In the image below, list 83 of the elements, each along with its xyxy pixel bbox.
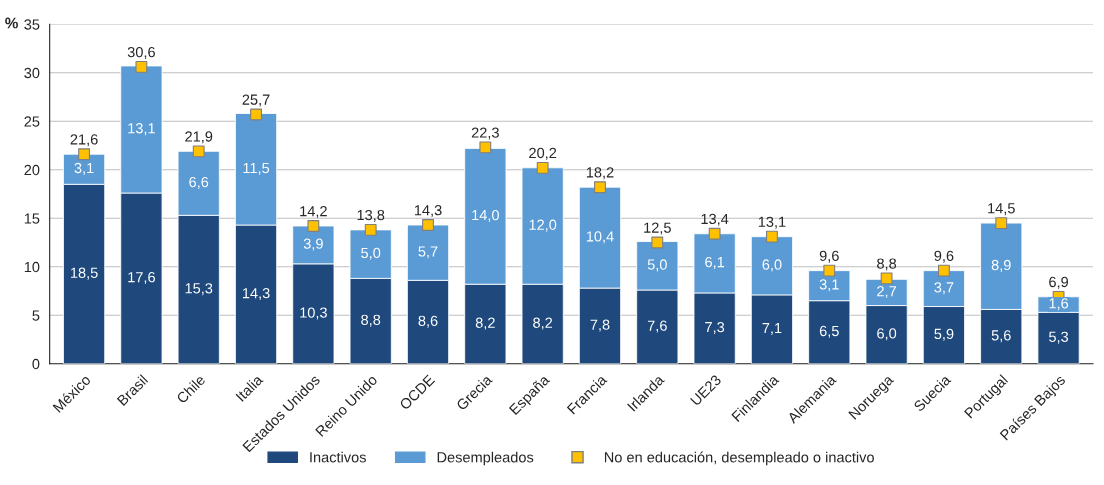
data-label: 13,8 (357, 209, 385, 222)
data-label: 10,4 (586, 231, 614, 244)
data-label: 8,6 (418, 315, 438, 328)
point (594, 181, 606, 194)
point (995, 217, 1008, 230)
data-label: 13,1 (128, 123, 155, 136)
y-tick-label: 20 (24, 164, 40, 176)
data-label: 8,8 (361, 314, 381, 327)
data-label: 25,7 (242, 94, 270, 107)
y-tick-label: 30 (24, 67, 40, 79)
data-label: 30,6 (127, 46, 155, 59)
point (479, 141, 492, 154)
data-label: 22,3 (471, 127, 499, 140)
data-label: 14,3 (414, 205, 442, 218)
data-label: 5,9 (934, 328, 954, 341)
data-label: 14,3 (242, 287, 270, 301)
data-label: 6,5 (819, 325, 839, 338)
data-label: 12,5 (644, 222, 671, 235)
data-label: 21,6 (70, 134, 98, 147)
data-label: 6,1 (705, 256, 725, 269)
data-label: 3,7 (934, 282, 954, 295)
y-tick-label: 5 (32, 310, 40, 321)
point (364, 223, 377, 236)
data-label: 18,5 (71, 267, 98, 280)
data-label: 12,0 (529, 219, 557, 232)
point (766, 230, 778, 243)
y-axis-title: % (5, 17, 18, 29)
data-label: 8,8 (877, 258, 897, 271)
data-label: 14,0 (472, 209, 499, 222)
data-label: 1,6 (1049, 298, 1069, 311)
data-label: 7,6 (647, 320, 667, 333)
data-label: 6,0 (877, 328, 897, 341)
point (422, 219, 434, 231)
point (192, 145, 205, 158)
point (78, 148, 91, 161)
data-label: 6,0 (762, 259, 782, 272)
data-label: 9,6 (819, 250, 839, 263)
data-label: 11,5 (243, 163, 270, 175)
data-label: 7,1 (762, 323, 782, 335)
point (536, 161, 549, 174)
data-label: 21,9 (185, 131, 213, 144)
point (708, 227, 721, 240)
data-label: 3,1 (819, 279, 839, 292)
data-label: 5,7 (418, 246, 438, 259)
data-label: 2,7 (877, 286, 896, 299)
data-label: 17,6 (128, 271, 155, 285)
y-tick-label: 25 (24, 116, 40, 127)
data-label: 5,0 (361, 247, 381, 260)
y-tick-label: 15 (24, 213, 40, 224)
point (307, 220, 320, 232)
data-label: 5,6 (991, 330, 1011, 343)
data-label: 5,0 (647, 259, 667, 272)
data-label: 5,3 (1049, 331, 1069, 344)
legend-label: Inactivos (310, 451, 366, 463)
data-label: 7,3 (705, 321, 725, 334)
point (651, 236, 664, 249)
data-label: 14,2 (300, 206, 327, 219)
data-label: 13,4 (701, 213, 729, 226)
point (135, 60, 148, 73)
point (937, 264, 950, 277)
data-label: 3,9 (303, 238, 323, 251)
point (250, 108, 262, 121)
legend-label: Desempleados (437, 451, 534, 466)
point (880, 272, 893, 285)
data-label: 20,2 (529, 147, 557, 160)
point (823, 264, 836, 277)
data-label: 10,3 (300, 307, 327, 320)
data-label: 18,2 (586, 167, 614, 180)
data-label: 8,2 (533, 317, 553, 330)
data-label: 3,1 (74, 162, 94, 175)
data-label: 6,6 (189, 176, 209, 189)
data-label: 8,9 (991, 259, 1011, 272)
y-tick-label: 35 (24, 19, 40, 30)
data-label: 14,5 (988, 203, 1015, 216)
legend-label: No en educación, desempleado o inactivo (604, 451, 874, 466)
y-tick-label: 10 (24, 261, 40, 273)
data-label: 13,1 (758, 216, 786, 229)
data-label: 6,9 (1049, 276, 1069, 289)
data-label: 8,2 (475, 317, 495, 330)
y-tick-label: 0 (32, 358, 40, 370)
data-label: 9,6 (934, 250, 954, 263)
data-label: 7,8 (590, 319, 610, 332)
data-label: 15,3 (185, 283, 213, 296)
